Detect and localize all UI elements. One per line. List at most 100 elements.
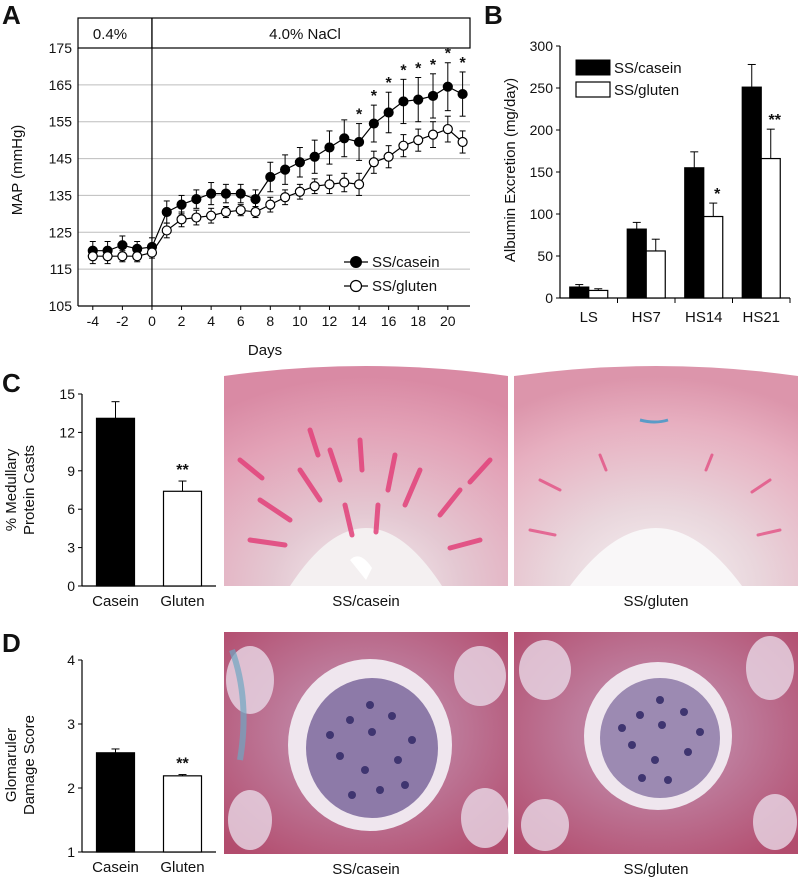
data-point [220,206,232,218]
bar [760,157,781,299]
panel-a-legend: SS/casein SS/gluten [344,254,440,295]
data-point [176,214,187,225]
nuclei-gluten [618,696,704,784]
data-point [176,199,187,210]
data-point [339,177,350,188]
data-point [279,164,291,175]
significance-star: * [371,88,378,105]
glomerulus-gluten [600,678,720,798]
data-point [324,179,335,190]
y-tick-label: 300 [530,38,554,54]
y-tick-label: 155 [49,114,73,130]
y-tick-label: 4 [67,652,75,668]
data-point [442,81,453,92]
data-point [146,247,158,258]
data-point [87,251,98,262]
panel-b-y-ticks: 0 50 100 150 200 250 300 [530,38,560,306]
y-tick-label: 125 [49,224,73,240]
panel-label-b: B [484,0,503,30]
protein-casts-casein [237,427,493,551]
panel-b-significance: *** [714,112,782,203]
data-point [161,206,172,218]
data-point [235,188,246,199]
y-tick-label: 15 [59,386,75,402]
data-point [383,107,394,118]
y-tick-label: 100 [530,206,554,222]
data-point [353,136,365,148]
y-tick-label: 3 [67,540,75,556]
panel-d-y-ticks: 1 2 3 4 [67,652,82,860]
data-point [265,199,276,210]
y-tick-label: 200 [530,122,554,138]
panel-b-y-label: Albumin Excretion (mg/day) [502,78,519,262]
y-tick-label: 115 [50,261,73,277]
significance-star: * [714,186,721,203]
panel-c-significance: ** [176,462,189,479]
legend-swatch-gluten [575,81,611,98]
data-point [220,188,232,199]
significance-star: * [459,55,466,72]
blue-stain-gluten [639,418,669,424]
bar [588,289,609,299]
x-tick-label: 18 [410,313,426,329]
medulla-gap-casein [350,556,372,580]
significance-star: * [415,60,422,77]
image-c-gluten-caption: SS/gluten [623,593,688,610]
panel-c-y-label-line1: % Medullary [3,448,20,531]
data-point [309,151,320,162]
panel-a-x-ticks: -4 -2 0 2 4 6 8 10 12 14 16 18 20 [87,306,456,329]
panel-label-d: D [2,628,21,658]
panel-label-a: A [2,0,21,30]
kidney-tissue-casein [224,366,508,586]
significance-star: ** [176,462,189,479]
panel-d-y-label-line1: Glomaruler [3,728,20,802]
image-c-casein-caption: SS/casein [332,593,400,610]
significance-star: * [386,75,393,92]
data-point [250,206,261,218]
panel-d-bar-chart: 1 2 3 4 Casein Gluten ** Glomaruler Damage S… [3,652,216,876]
bar [95,417,136,587]
data-point [102,251,113,262]
legend-label-casein: SS/casein [372,254,440,271]
data-point [427,129,439,140]
y-tick-label: 105 [49,298,73,314]
bar [95,752,136,853]
panel-c-y-ticks: 0 3 6 9 12 15 [59,386,82,594]
category-label: LS [580,309,598,326]
panel-d-image-casein: SS/casein [224,632,509,878]
significance-star: ** [176,756,189,773]
y-tick-label: 1 [67,844,75,860]
data-point [191,194,202,205]
bar [703,215,724,299]
x-tick-label: 14 [351,313,367,329]
panel-a-phase-high: 4.0% NaCl [269,26,341,43]
series-gluten [87,115,468,265]
bar [684,167,705,299]
data-point [117,251,128,262]
x-tick-label: 2 [178,313,186,329]
x-tick-label: 10 [292,313,308,329]
panel-b-categories: LS HS7 HS14 HS21 [580,298,791,326]
data-point [294,157,305,168]
bar [162,775,203,853]
panel-c-image-casein: SS/casein [224,366,508,610]
data-point [413,135,424,146]
x-tick-label: 6 [237,313,245,329]
significance-star: * [445,46,452,63]
data-point [442,123,453,135]
legend-label-gluten: SS/gluten [372,278,437,295]
data-point [279,192,291,203]
significance-star: * [430,57,437,74]
data-point [398,140,409,151]
data-point [398,96,409,107]
y-tick-label: 50 [537,248,553,264]
series-casein [87,62,468,261]
category-label: Gluten [160,593,204,610]
x-tick-label: 4 [207,313,215,329]
data-point [457,136,468,148]
data-point [309,181,320,192]
data-point [132,251,143,262]
data-point [368,157,379,168]
category-label: Gluten [160,859,204,876]
